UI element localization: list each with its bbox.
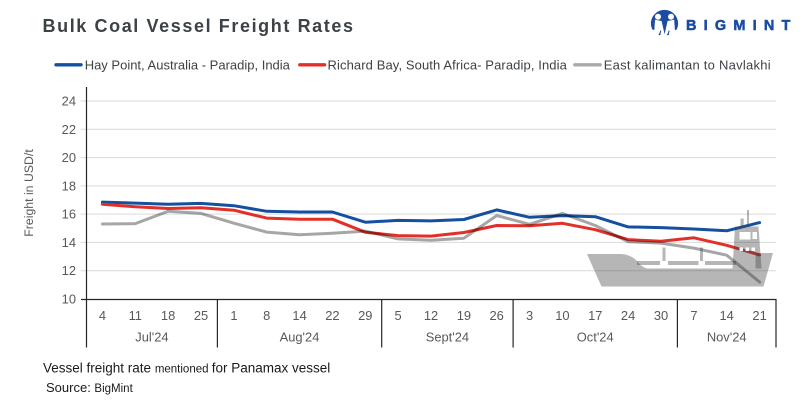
svg-text:20: 20: [62, 150, 76, 165]
svg-text:14: 14: [62, 235, 76, 250]
svg-text:Jul'24: Jul'24: [135, 330, 168, 345]
svg-text:29: 29: [358, 308, 372, 323]
svg-text:Oct'24: Oct'24: [577, 330, 614, 345]
svg-text:East kalimantan to Navlakhi: East kalimantan to Navlakhi: [604, 57, 771, 72]
svg-text:22: 22: [325, 308, 339, 323]
svg-text:18: 18: [161, 308, 175, 323]
svg-text:25: 25: [194, 308, 208, 323]
svg-text:10: 10: [555, 308, 569, 323]
svg-text:Nov'24: Nov'24: [707, 330, 747, 345]
svg-text:4: 4: [99, 308, 106, 323]
svg-text:22: 22: [62, 122, 76, 137]
svg-text:21: 21: [752, 308, 766, 323]
svg-text:Richard Bay, South Africa- Par: Richard Bay, South Africa- Paradip, Indi…: [328, 57, 568, 72]
svg-text:12: 12: [424, 308, 438, 323]
svg-text:17: 17: [588, 308, 602, 323]
svg-text:26: 26: [490, 308, 504, 323]
svg-text:Aug'24: Aug'24: [280, 330, 320, 345]
svg-text:Source: BigMint: Source: BigMint: [46, 380, 134, 395]
svg-text:BIGMINT: BIGMINT: [686, 18, 798, 34]
svg-text:24: 24: [621, 308, 635, 323]
svg-text:Hay Point, Australia - Paradip: Hay Point, Australia - Paradip, India: [85, 57, 291, 72]
svg-text:7: 7: [690, 308, 697, 323]
svg-text:8: 8: [263, 308, 270, 323]
svg-text:19: 19: [457, 308, 471, 323]
svg-text:12: 12: [62, 263, 76, 278]
svg-text:24: 24: [62, 94, 76, 109]
svg-text:3: 3: [526, 308, 533, 323]
svg-text:16: 16: [62, 207, 76, 222]
svg-text:30: 30: [654, 308, 668, 323]
svg-text:18: 18: [62, 178, 76, 193]
svg-text:Vessel freight rate mentioned: Vessel freight rate mentioned for Panama…: [43, 361, 330, 376]
svg-text:14: 14: [292, 308, 306, 323]
svg-text:10: 10: [62, 292, 76, 307]
svg-text:1: 1: [230, 308, 237, 323]
svg-text:Bulk Coal Vessel Freight Rates: Bulk Coal Vessel Freight Rates: [43, 16, 355, 36]
svg-text:Freight in USD/t: Freight in USD/t: [22, 149, 36, 237]
svg-text:Sept'24: Sept'24: [426, 330, 469, 345]
svg-text:11: 11: [129, 308, 142, 323]
svg-text:5: 5: [395, 308, 402, 323]
svg-text:14: 14: [720, 308, 734, 323]
